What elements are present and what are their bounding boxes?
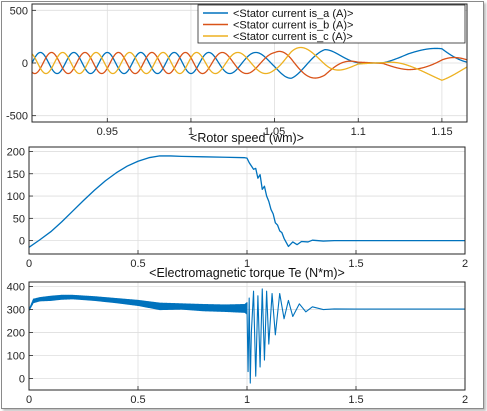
series-group (29, 155, 465, 248)
x-tick-label: 0.5 (130, 258, 145, 270)
x-tick-label: 1.5 (348, 394, 363, 406)
series-line-1 (32, 47, 467, 79)
y-tick-label: 50 (13, 213, 25, 225)
series-line-1 (29, 288, 465, 384)
y-tick-label: 0 (19, 236, 25, 248)
series-line-1 (29, 155, 465, 248)
legend-label: <Stator current is_c (A)> (233, 31, 353, 43)
chart-3: 0 0.5 1 1.5 2 0 100 200 300 400 <Electromagnetic t… (7, 266, 468, 406)
x-tick-label: 0 (26, 258, 32, 270)
x-tick-label: 2 (462, 394, 468, 406)
legend: <Stator current is_a (A)><Stator current… (197, 4, 466, 44)
chart-title: <Electromagnetic torque Te (N*m)> (149, 266, 345, 280)
x-tick-label: 0 (26, 394, 32, 406)
legend-label: <Stator current is_a (A)> (233, 8, 353, 20)
x-tick-label: 1 (244, 258, 250, 270)
y-tick-label: 200 (7, 146, 25, 158)
series-group (29, 288, 465, 384)
chart-2: 0 0.5 1 1.5 2 0 50 100 150 200 <Rotor speed (wm)> (7, 131, 468, 270)
y-tick-label: -500 (6, 111, 28, 123)
series-group (32, 46, 467, 81)
y-tick-label: 0 (19, 374, 25, 386)
series-line-2 (32, 50, 467, 79)
y-tick-label: 150 (7, 169, 25, 181)
x-tick-label: 1.05 (264, 126, 285, 138)
legend-box (197, 4, 466, 44)
chart-title: <Rotor speed (wm)> (190, 131, 304, 145)
y-tick-label: 200 (7, 328, 25, 340)
x-tick-label: 0.5 (130, 394, 145, 406)
y-tick-label: 400 (7, 282, 25, 294)
y-tick-label: 300 (7, 305, 25, 317)
y-tick-label: 500 (10, 5, 28, 17)
x-tick-label: 1.1 (351, 126, 366, 138)
x-tick-label: 1.15 (431, 126, 452, 138)
x-tick-label: 2 (462, 258, 468, 270)
x-tick-label: 0.95 (97, 126, 118, 138)
y-tick-label: 100 (7, 191, 25, 203)
x-tick-label: 1.5 (348, 258, 363, 270)
x-tick-label: 1 (188, 126, 194, 138)
x-tick-label: 1 (244, 394, 250, 406)
series-line-3 (32, 46, 467, 81)
y-tick-label: 0 (22, 58, 28, 70)
y-tick-label: 100 (7, 351, 25, 363)
legend-label: <Stator current is_b (A)> (233, 20, 353, 32)
